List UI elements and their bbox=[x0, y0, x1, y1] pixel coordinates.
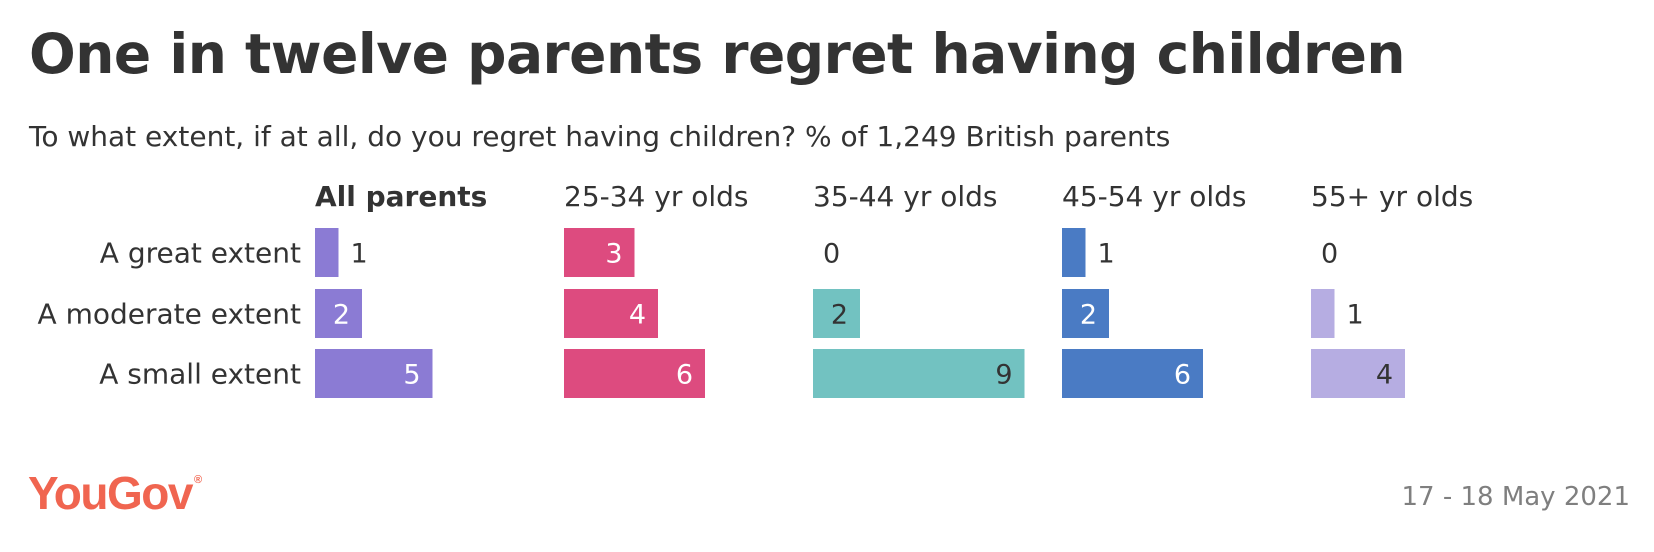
data-label: 2 bbox=[831, 300, 848, 331]
yougov-logo: YouGov ® bbox=[28, 466, 203, 520]
data-label: 2 bbox=[1080, 300, 1097, 331]
data-label: 0 bbox=[1321, 239, 1338, 270]
data-label: 1 bbox=[1098, 239, 1115, 270]
data-label: 1 bbox=[351, 239, 368, 270]
data-label: 0 bbox=[823, 239, 840, 270]
survey-date: 17 - 18 May 2021 bbox=[1401, 482, 1630, 512]
chart-title: One in twelve parents regret having chil… bbox=[29, 22, 1406, 86]
bar bbox=[315, 228, 339, 277]
bar bbox=[564, 349, 705, 398]
data-label: 3 bbox=[605, 239, 622, 270]
registered-mark: ® bbox=[193, 474, 203, 486]
category-label: A great extent bbox=[100, 237, 301, 270]
data-label: 9 bbox=[995, 360, 1012, 391]
data-label: 6 bbox=[676, 360, 693, 391]
bar bbox=[315, 349, 433, 398]
bar bbox=[564, 228, 635, 277]
bar bbox=[315, 289, 362, 338]
bar bbox=[1311, 289, 1335, 338]
category-label: A small extent bbox=[99, 358, 301, 391]
bar bbox=[813, 289, 860, 338]
data-label: 1 bbox=[1347, 300, 1364, 331]
series-header: 45-54 yr olds bbox=[1062, 180, 1247, 213]
bar bbox=[813, 349, 1025, 398]
bar bbox=[1062, 289, 1109, 338]
data-label: 4 bbox=[1376, 360, 1393, 391]
data-label: 4 bbox=[629, 300, 646, 331]
data-label: 5 bbox=[403, 360, 420, 391]
bar bbox=[1062, 228, 1086, 277]
series-header: 55+ yr olds bbox=[1311, 180, 1473, 213]
bar bbox=[1062, 349, 1203, 398]
data-label: 6 bbox=[1174, 360, 1191, 391]
data-label: 2 bbox=[333, 300, 350, 331]
bar bbox=[564, 289, 658, 338]
chart-subtitle: To what extent, if at all, do you regret… bbox=[29, 120, 1171, 153]
series-header: All parents bbox=[315, 180, 487, 213]
category-label: A moderate extent bbox=[38, 298, 301, 331]
bar bbox=[1311, 349, 1405, 398]
brand-name: YouGov bbox=[28, 467, 193, 519]
series-header: 35-44 yr olds bbox=[813, 180, 998, 213]
series-header: 25-34 yr olds bbox=[564, 180, 749, 213]
